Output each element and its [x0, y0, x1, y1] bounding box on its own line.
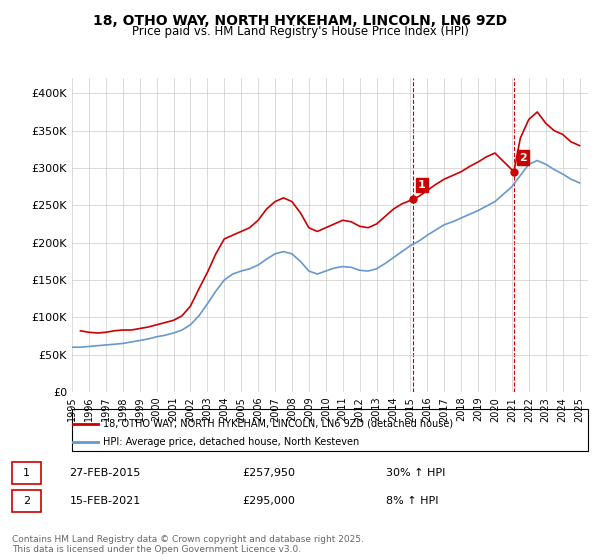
Text: Contains HM Land Registry data © Crown copyright and database right 2025.
This d: Contains HM Land Registry data © Crown c… [12, 535, 364, 554]
Text: Price paid vs. HM Land Registry's House Price Index (HPI): Price paid vs. HM Land Registry's House … [131, 25, 469, 38]
Text: 1: 1 [23, 468, 30, 478]
Text: 2: 2 [519, 152, 527, 162]
Text: £295,000: £295,000 [242, 496, 295, 506]
Text: 2: 2 [23, 496, 30, 506]
Text: £257,950: £257,950 [242, 468, 295, 478]
Text: 27-FEB-2015: 27-FEB-2015 [70, 468, 141, 478]
Text: 18, OTHO WAY, NORTH HYKEHAM, LINCOLN, LN6 9ZD: 18, OTHO WAY, NORTH HYKEHAM, LINCOLN, LN… [93, 14, 507, 28]
Text: HPI: Average price, detached house, North Kesteven: HPI: Average price, detached house, Nort… [103, 437, 359, 447]
Text: 1: 1 [418, 180, 426, 190]
Text: 8% ↑ HPI: 8% ↑ HPI [386, 496, 439, 506]
Text: 18, OTHO WAY, NORTH HYKEHAM, LINCOLN, LN6 9ZD (detached house): 18, OTHO WAY, NORTH HYKEHAM, LINCOLN, LN… [103, 418, 453, 428]
Text: 30% ↑ HPI: 30% ↑ HPI [386, 468, 446, 478]
Text: 15-FEB-2021: 15-FEB-2021 [70, 496, 141, 506]
